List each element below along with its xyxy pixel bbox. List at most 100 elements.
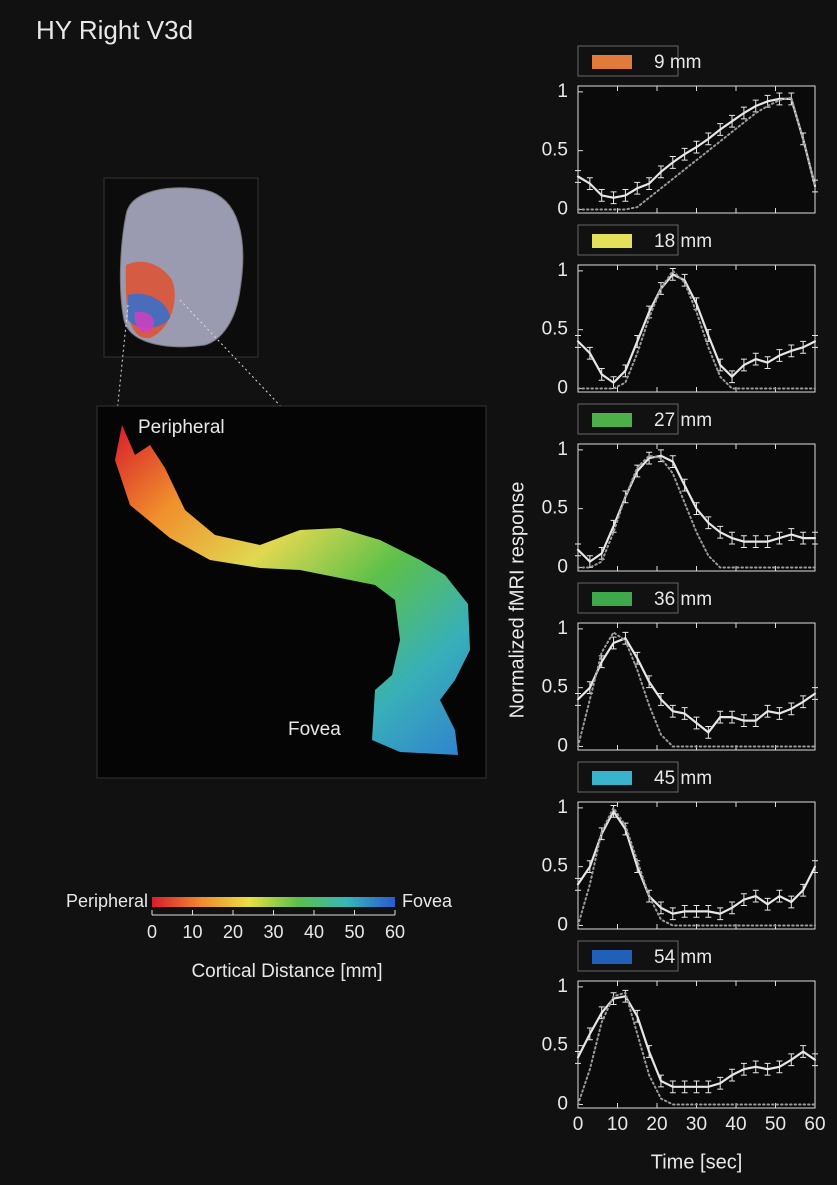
error-bar [812,335,818,348]
surface-label: Fovea [288,719,341,740]
error-bar [705,1080,712,1094]
brain-roi [134,311,155,333]
error-bar [634,181,641,195]
x-axis-label: Time [sec] [651,1151,743,1173]
error-bar [634,651,641,665]
error-bar [740,893,747,906]
error-bar [717,710,724,724]
error-bar [717,1076,724,1090]
y-tick-label: 0.5 [542,498,568,519]
error-bar [598,188,605,202]
error-bar [729,531,736,545]
error-bar [598,367,605,381]
x-tick-label: 10 [607,1114,628,1135]
error-bar [657,165,664,179]
error-bar [764,704,771,718]
model-line [577,269,816,390]
error-bar [646,1045,653,1058]
panel-title: 9 mm [654,52,702,73]
y-tick-label: 1 [557,797,568,818]
y-tick-label: 0.5 [542,319,568,340]
y-tick-label: 0 [557,914,568,935]
legend-swatch [592,413,632,427]
error-bar [800,531,807,545]
error-bar [575,170,581,183]
error-bar [669,156,676,169]
error-bar [705,516,712,530]
error-bar [776,889,783,903]
error-bar [717,123,724,136]
error-bar [740,106,747,120]
legend-swatch [592,771,632,785]
panel: 18 mm 0 0.5 1 [542,224,818,398]
error-bar [669,455,676,469]
error-bar [729,901,736,915]
panel-title: 27 mm [654,410,712,431]
error-bar [646,177,653,190]
y-tick-label: 1 [557,260,568,281]
error-bar [752,1060,759,1074]
x-tick-label: 30 [686,1114,707,1135]
panel: 27 mm 0 0.5 1 [542,403,818,577]
error-bar [610,992,617,1006]
error-bar [812,1053,818,1067]
error-bar [657,693,664,706]
error-bar [788,344,795,358]
error-bar [622,188,629,202]
y-tick-label: 0.5 [542,856,568,877]
x-tick-label: 40 [725,1114,746,1135]
error-bar [764,1062,771,1076]
error-bar [717,358,724,372]
legend-box [577,224,679,256]
error-bar [575,877,581,891]
error-bar [776,1060,783,1074]
error-bar [764,356,771,369]
error-bar [740,535,747,548]
error-bar [729,370,736,384]
y-tick-label: 0 [557,1093,568,1114]
panel: 36 mm 0 0.5 1 [542,582,818,756]
error-bar [681,478,688,492]
colorbar: Peripheral Fovea Cortical Distance [mm] … [66,891,453,982]
error-bar [764,535,771,548]
error-bar [729,114,736,128]
legend-box [577,582,679,614]
error-bar [693,502,700,516]
y-tick-label: 1 [557,439,568,460]
model-line [577,991,816,1106]
surface-label: Peripheral [138,417,225,438]
error-bar [669,907,676,921]
error-bar [705,725,712,739]
error-bar [657,1074,664,1088]
plot-frame [577,264,816,393]
error-bar [575,335,581,348]
error-bar [669,1080,676,1094]
panel-title: 54 mm [654,947,712,968]
error-bar [800,883,807,897]
model-line [577,805,816,927]
error-bar [776,92,783,106]
x-tick-label: 20 [646,1114,667,1135]
colorbar-tick-label: 60 [385,922,405,942]
error-bar [586,177,593,190]
error-bar [693,904,700,918]
error-bar [776,707,783,720]
error-bar [788,702,795,716]
figure-title: HY Right V3d [36,15,193,45]
error-bar [800,340,807,354]
error-bar [634,1009,641,1023]
error-bar [586,346,593,360]
panel: 9 mm 0 0.5 1 [542,45,818,219]
error-bar [752,714,759,727]
y-tick-label: 0.5 [542,677,568,698]
error-bar [740,1062,747,1076]
error-bar [776,349,783,362]
panel-title: 45 mm [654,768,712,789]
legend-box [577,45,679,77]
error-bar [681,1080,688,1094]
y-tick-label: 1 [557,618,568,639]
flat-surface [115,425,470,755]
y-axis-label: Normalized fMRI response [506,482,528,719]
